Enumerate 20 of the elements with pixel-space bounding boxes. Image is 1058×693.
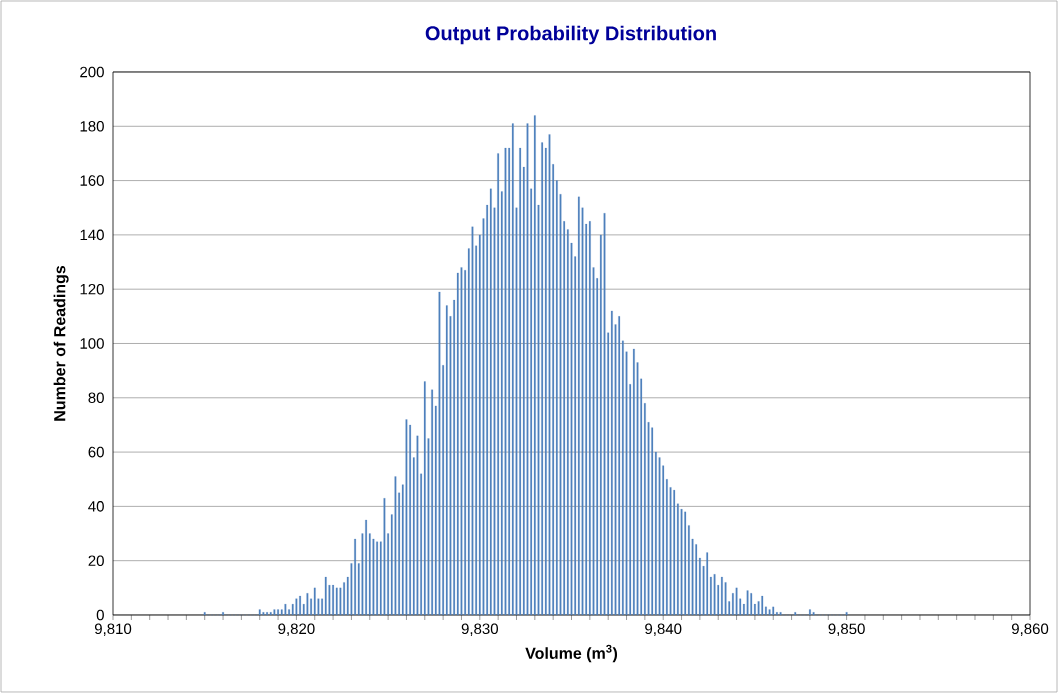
y-tick-label: 80	[88, 392, 104, 404]
y-axis-title: Number of Readings	[53, 265, 69, 421]
y-tick-label: 120	[80, 283, 104, 295]
y-tick-label: 100	[80, 338, 104, 349]
y-tick-label: 180	[80, 120, 104, 132]
y-tick-label: 20	[88, 555, 104, 566]
x-tick-label: 9,850	[828, 623, 865, 636]
y-tick-label: 0	[96, 609, 104, 621]
x-axis-title: Volume (m$^{3}$)	[525, 644, 618, 663]
y-tick-label: 40	[88, 501, 104, 512]
x-tick-label: 9,810	[94, 623, 132, 636]
y-tick-label: 200	[80, 66, 104, 78]
chart-title: Output Probability Distribution	[425, 25, 716, 45]
x-tick-label: 9,830	[461, 623, 498, 636]
y-tick-label: 140	[80, 229, 104, 241]
y-tick-label: 160	[80, 175, 104, 186]
x-tick-label: 9,860	[1011, 623, 1049, 636]
x-tick-label: 9,820	[278, 623, 315, 636]
y-tick-label: 60	[88, 446, 104, 458]
x-tick-label: 9,840	[645, 623, 682, 636]
